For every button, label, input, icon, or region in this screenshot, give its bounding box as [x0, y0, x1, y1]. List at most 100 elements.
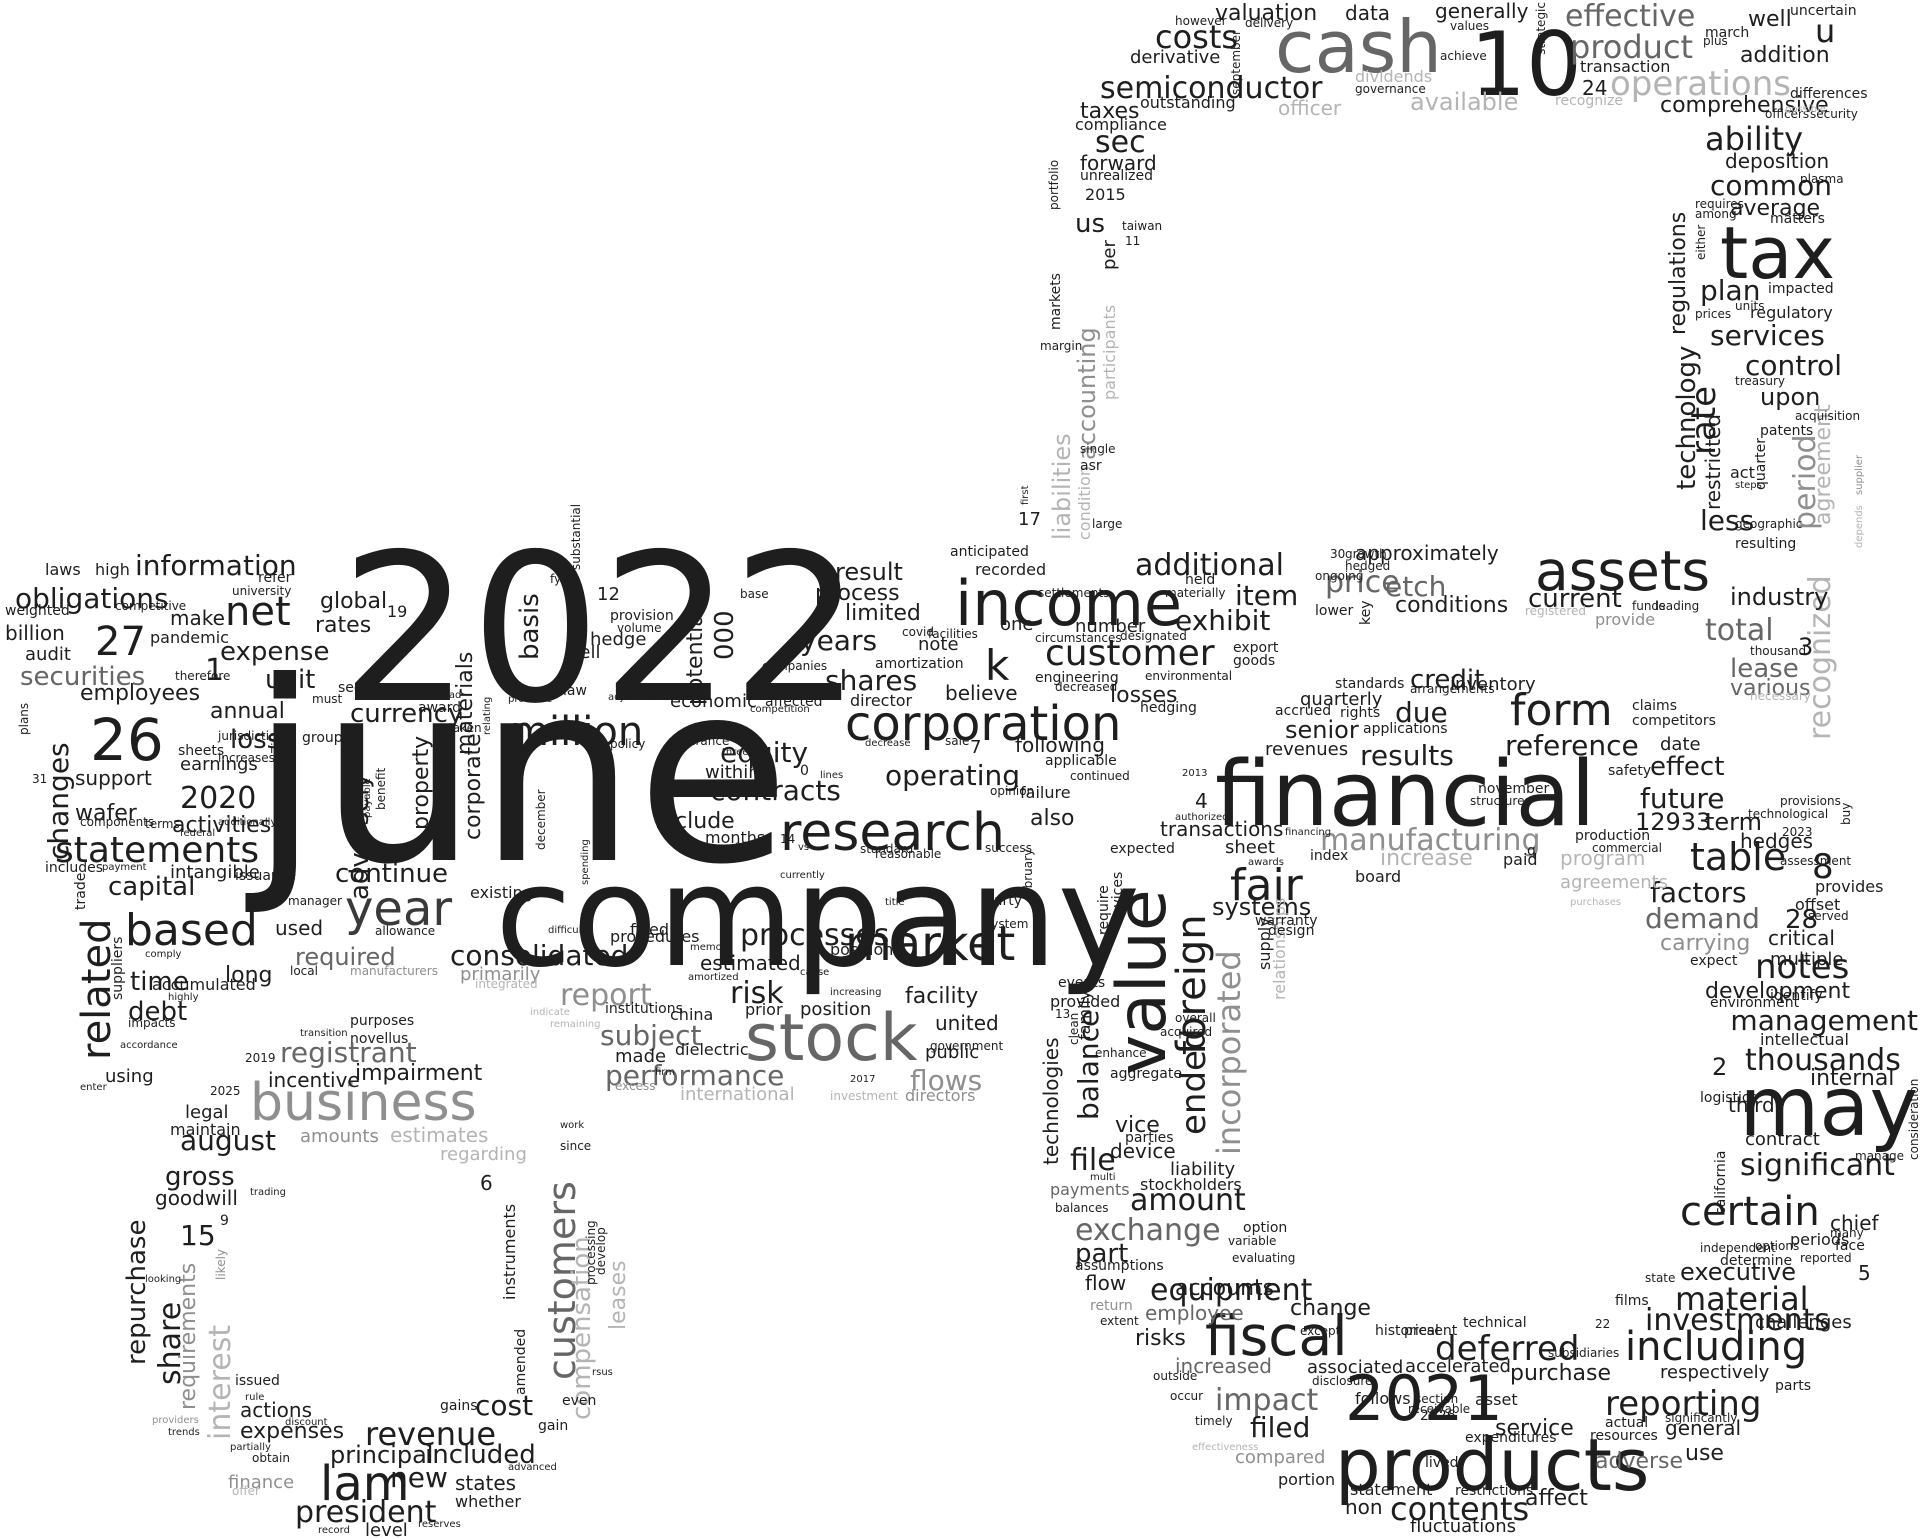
- cloud-word: annual: [210, 699, 285, 724]
- cloud-word: obtain: [252, 1451, 290, 1465]
- cloud-word: actions: [240, 1398, 312, 1422]
- cloud-word: flows: [910, 1064, 982, 1097]
- cloud-word: primarily: [460, 964, 541, 985]
- cloud-word: possible: [1785, 104, 1826, 115]
- cloud-word: service: [1495, 1416, 1574, 1441]
- cloud-word: 2021: [1345, 1362, 1503, 1435]
- cloud-word: values: [1450, 19, 1489, 33]
- cloud-word: fixed: [630, 920, 669, 939]
- cloud-word: advanced: [508, 1462, 557, 1473]
- cloud-word: leases: [606, 1260, 631, 1330]
- cloud-word: cause: [800, 967, 829, 978]
- cloud-word: excess: [615, 1079, 656, 1093]
- cloud-word: applications: [1363, 721, 1448, 737]
- cloud-word: 30: [1330, 547, 1345, 561]
- cloud-word: refer: [258, 570, 292, 586]
- cloud-word: materials: [453, 652, 478, 755]
- cloud-word: required: [295, 943, 396, 971]
- cloud-word: assumptions: [1075, 1258, 1164, 1274]
- cloud-word: current: [1528, 584, 1622, 614]
- cloud-word: work: [560, 1120, 584, 1131]
- cloud-word: arrangements: [1410, 682, 1495, 696]
- cloud-word: gains: [440, 1398, 478, 1414]
- cloud-word: accumulated: [152, 975, 256, 994]
- cloud-word: level: [365, 1520, 408, 1539]
- cloud-word: foreign: [1169, 914, 1215, 1055]
- cloud-word: valuation: [1215, 1, 1317, 26]
- cloud-word: compliance: [1075, 115, 1167, 134]
- cloud-word: 2020: [180, 781, 256, 816]
- cloud-word: processes: [740, 918, 889, 953]
- cloud-word: hedge: [590, 629, 646, 650]
- cloud-word: trading: [250, 1187, 286, 1198]
- cloud-word: us: [1075, 209, 1105, 239]
- cloud-word: plan: [1700, 274, 1760, 307]
- cloud-word: served: [1808, 909, 1849, 923]
- cloud-word: parties: [1125, 1130, 1174, 1146]
- cloud-word: february: [1021, 849, 1035, 900]
- cloud-word: u: [1815, 12, 1835, 50]
- cloud-word: party: [985, 893, 1022, 909]
- cloud-word: based: [125, 905, 258, 956]
- cloud-word: maintain: [170, 1120, 241, 1139]
- cloud-word: amortized: [688, 972, 739, 983]
- cloud-word: increase: [1380, 846, 1473, 871]
- cloud-word: recorded: [975, 560, 1046, 579]
- cloud-word: income: [955, 567, 1182, 640]
- cloud-word: officers: [1765, 107, 1809, 121]
- cloud-word: cost: [475, 1389, 533, 1422]
- cloud-word: films: [1615, 1293, 1649, 1309]
- cloud-word: states: [455, 1471, 516, 1495]
- cloud-word: overall: [1175, 1011, 1216, 1025]
- cloud-word: payment: [102, 862, 147, 873]
- cloud-word: reported: [1800, 1251, 1852, 1265]
- cloud-word: authorized: [1175, 812, 1228, 823]
- cloud-word: goods: [1233, 653, 1275, 669]
- cloud-word: material: [1675, 1280, 1809, 1318]
- cloud-word: dielectric: [675, 1040, 749, 1059]
- cloud-word: significant: [1740, 1148, 1895, 1183]
- cloud-word: export: [1233, 640, 1279, 656]
- cloud-word: increased: [1175, 1354, 1272, 1378]
- cloud-word: notes: [1755, 947, 1849, 987]
- cloud-word: among: [1695, 207, 1737, 221]
- cloud-word: university: [232, 584, 291, 598]
- cloud-word: 22: [1595, 1317, 1610, 1331]
- cloud-word: group: [302, 730, 343, 746]
- cloud-word: time: [130, 967, 189, 997]
- cloud-word: assessment: [1780, 854, 1851, 868]
- cloud-word: recognize: [1555, 93, 1623, 109]
- cloud-word: patents: [1760, 423, 1813, 439]
- cloud-word: standards: [1335, 676, 1404, 692]
- cloud-word: anticipated: [950, 544, 1029, 560]
- cloud-word: number: [1075, 616, 1146, 637]
- cloud-word: board: [1355, 867, 1401, 886]
- cloud-word: relationships: [1270, 898, 1289, 1000]
- cloud-word: inventory: [1450, 674, 1536, 695]
- cloud-word: wafer: [75, 801, 138, 826]
- cloud-word: key: [1358, 600, 1374, 625]
- cloud-word: relating: [482, 697, 493, 735]
- cloud-word: dividends: [1355, 67, 1432, 86]
- cloud-word: accounting: [1073, 327, 1101, 460]
- cloud-word: risks: [1135, 1326, 1186, 1351]
- cloud-word: use: [1685, 1441, 1724, 1466]
- cloud-word: q: [1527, 843, 1536, 859]
- cloud-word: chief: [1830, 1211, 1880, 1235]
- cloud-word: 24: [1582, 76, 1607, 100]
- cloud-word: present: [1404, 1323, 1458, 1339]
- cloud-word: customer: [1045, 633, 1215, 674]
- cloud-word: activities: [172, 813, 271, 838]
- cloud-word: highly: [168, 992, 199, 1003]
- cloud-word: condition: [1075, 466, 1094, 540]
- cloud-word: may: [1739, 1060, 1918, 1155]
- cloud-word: director: [850, 691, 913, 710]
- cloud-word: make: [170, 606, 225, 630]
- cloud-word: components: [80, 815, 154, 829]
- cloud-word: failure: [1020, 783, 1071, 802]
- cloud-word: multiple: [1770, 949, 1844, 970]
- cloud-word: stockholders: [1140, 1175, 1242, 1194]
- cloud-word: reference: [1505, 729, 1639, 762]
- cloud-word: develop: [594, 1227, 608, 1275]
